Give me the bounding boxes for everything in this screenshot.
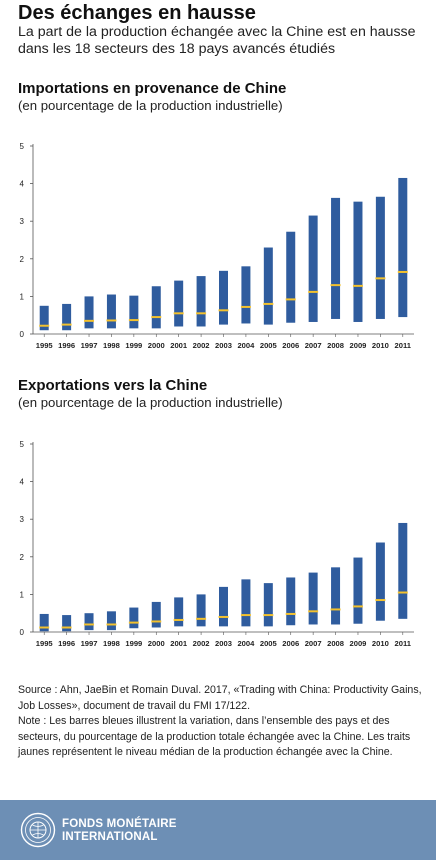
y-tick-label: 5 bbox=[20, 142, 25, 151]
x-tick-label: 2004 bbox=[237, 341, 255, 350]
y-tick-label: 2 bbox=[20, 553, 25, 562]
range-bar bbox=[196, 594, 206, 627]
range-bar bbox=[331, 567, 341, 625]
range-bar bbox=[39, 305, 49, 331]
range-bar bbox=[375, 542, 385, 621]
x-tick-label: 2003 bbox=[215, 341, 232, 350]
x-tick-label: 1999 bbox=[125, 341, 142, 350]
page-title: Des échanges en hausse bbox=[18, 2, 256, 24]
range-bar bbox=[39, 613, 49, 632]
x-tick-label: 1997 bbox=[81, 341, 98, 350]
y-tick-label: 4 bbox=[20, 180, 25, 189]
range-bar bbox=[129, 295, 139, 329]
y-tick-label: 1 bbox=[20, 590, 25, 599]
exports-chart-title: Exportations vers la Chine bbox=[18, 377, 208, 394]
source-text: Source : Ahn, JaeBin et Romain Duval. 20… bbox=[18, 684, 422, 712]
range-bar bbox=[353, 557, 363, 624]
footer-line-2: INTERNATIONAL bbox=[62, 831, 158, 843]
footer-banner: FONDS MONÉTAIRE INTERNATIONAL bbox=[0, 800, 436, 860]
x-tick-label: 2007 bbox=[305, 639, 322, 648]
range-bar bbox=[151, 286, 161, 329]
x-tick-label: 1995 bbox=[36, 639, 54, 648]
y-tick-label: 0 bbox=[20, 330, 25, 339]
range-bar bbox=[196, 276, 206, 327]
x-tick-label: 2002 bbox=[193, 341, 210, 350]
imports-chart-title: Importations en provenance de Chine bbox=[18, 80, 287, 97]
imports-chart: 0 1 2 3 4 5 1995 1996 1997 1998 1999 2000 2001 2002 20… bbox=[20, 142, 414, 350]
x-tick-label: 2006 bbox=[282, 639, 299, 648]
range-bar bbox=[286, 577, 296, 626]
page-subtitle: La part de la production échangée avec l… bbox=[18, 24, 416, 57]
range-bar bbox=[398, 522, 408, 619]
y-tick-label: 5 bbox=[20, 440, 25, 449]
range-bar bbox=[398, 177, 408, 318]
x-tick-label: 1999 bbox=[125, 639, 142, 648]
x-tick-label: 2009 bbox=[350, 639, 367, 648]
range-bar bbox=[286, 231, 296, 323]
range-bar bbox=[174, 597, 184, 627]
note-text: Note : Les barres bleues illustrent la v… bbox=[18, 715, 411, 758]
x-tick-label: 2005 bbox=[260, 639, 278, 648]
source-note: Source : Ahn, JaeBin et Romain Duval. 20… bbox=[18, 683, 423, 761]
range-bar bbox=[219, 270, 228, 325]
range-bar bbox=[106, 611, 116, 631]
x-tick-label: 2011 bbox=[395, 341, 412, 350]
y-tick-label: 3 bbox=[20, 515, 25, 524]
x-tick-label: 2011 bbox=[395, 639, 412, 648]
y-tick-label: 3 bbox=[20, 217, 25, 226]
range-bar bbox=[219, 586, 228, 627]
imf-wordmark: FONDS MONÉTAIRE INTERNATIONAL bbox=[62, 818, 177, 844]
x-tick-label: 2004 bbox=[237, 639, 255, 648]
x-tick-label: 2010 bbox=[372, 341, 389, 350]
x-tick-label: 1996 bbox=[58, 341, 75, 350]
x-tick-label: 2005 bbox=[260, 341, 278, 350]
y-tick-label: 1 bbox=[20, 292, 25, 301]
range-bar bbox=[84, 613, 94, 631]
x-tick-label: 2007 bbox=[305, 341, 322, 350]
y-tick-label: 2 bbox=[20, 255, 25, 264]
x-tick-label: 2008 bbox=[327, 639, 344, 648]
x-tick-label: 1998 bbox=[103, 341, 120, 350]
range-bar bbox=[106, 294, 116, 329]
range-bar bbox=[353, 201, 363, 322]
x-tick-label: 2000 bbox=[148, 639, 165, 648]
imports-chart-subtitle: (en pourcentage de la production industr… bbox=[18, 98, 283, 113]
range-bar bbox=[331, 197, 341, 319]
range-bar bbox=[263, 247, 273, 325]
x-tick-label: 1995 bbox=[36, 341, 54, 350]
range-bar bbox=[62, 615, 72, 632]
x-tick-label: 1997 bbox=[81, 639, 98, 648]
x-tick-label: 2000 bbox=[148, 341, 165, 350]
range-bar bbox=[174, 280, 184, 327]
exports-chart: 0 1 2 3 4 5 1995 1996 1997 1998 1999 2000 2001 2002 20… bbox=[20, 440, 414, 648]
exports-chart-subtitle: (en pourcentage de la production industr… bbox=[18, 395, 283, 410]
range-bar bbox=[129, 607, 139, 629]
x-tick-label: 2001 bbox=[170, 341, 188, 350]
range-bar bbox=[84, 296, 94, 329]
footer-line-1: FONDS MONÉTAIRE bbox=[62, 818, 177, 830]
x-tick-label: 2006 bbox=[282, 341, 299, 350]
x-tick-label: 2008 bbox=[327, 341, 344, 350]
range-bar bbox=[62, 303, 72, 331]
imf-seal-icon bbox=[20, 812, 56, 848]
y-tick-label: 4 bbox=[20, 478, 25, 487]
range-bar bbox=[151, 601, 161, 628]
x-tick-label: 2003 bbox=[215, 639, 232, 648]
x-tick-label: 2002 bbox=[193, 639, 210, 648]
x-tick-label: 2009 bbox=[350, 341, 367, 350]
range-bar bbox=[263, 583, 273, 627]
x-tick-label: 1998 bbox=[103, 639, 120, 648]
range-bar bbox=[241, 579, 251, 627]
x-tick-label: 2010 bbox=[372, 639, 389, 648]
range-bar bbox=[375, 196, 385, 319]
range-bar bbox=[241, 266, 251, 324]
x-tick-label: 1996 bbox=[58, 639, 75, 648]
y-tick-label: 0 bbox=[20, 628, 25, 637]
range-bar bbox=[308, 572, 318, 625]
range-bar bbox=[308, 215, 318, 322]
x-tick-label: 2001 bbox=[170, 639, 188, 648]
